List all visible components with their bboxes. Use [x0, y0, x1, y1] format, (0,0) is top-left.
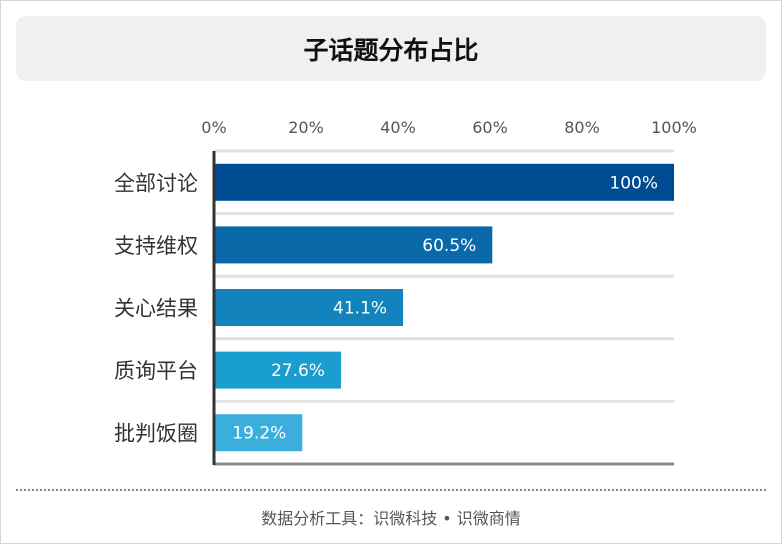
category-label: 批判饭圈 [114, 422, 198, 446]
footer-source: 数据分析工具：识微科技 • 识微商情 [261, 509, 521, 528]
category-label: 全部讨论 [114, 171, 198, 195]
bar-value-label: 27.6% [271, 361, 325, 381]
x-tick-label: 60% [472, 118, 508, 137]
bar [214, 351, 341, 389]
bar [214, 289, 404, 326]
bar-value-label: 60.5% [422, 236, 476, 256]
bar [214, 414, 303, 452]
x-tick-label: 40% [380, 118, 416, 137]
chart-title: 子话题分布占比 [16, 16, 766, 81]
bar [214, 226, 493, 264]
category-label: 质询平台 [114, 359, 198, 383]
x-tick-label: 20% [288, 118, 324, 137]
category-label: 关心结果 [114, 297, 198, 321]
x-tick-label: 100% [651, 118, 697, 137]
bar-value-label: 19.2% [232, 424, 286, 444]
x-tick-label: 0% [201, 118, 226, 137]
x-tick-label: 80% [564, 118, 600, 137]
bar [214, 163, 674, 201]
dotted-divider [16, 489, 766, 491]
bar-value-label: 100% [609, 173, 658, 193]
category-label: 支持维权 [114, 234, 198, 258]
bar-value-label: 41.1% [333, 299, 387, 319]
